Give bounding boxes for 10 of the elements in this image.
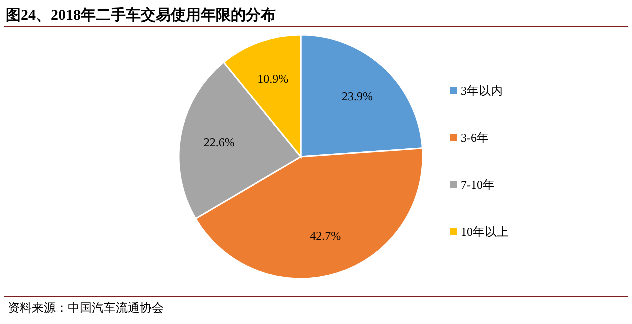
data-label: 22.6% [204, 135, 235, 150]
legend-label: 10年以上 [461, 225, 509, 239]
text: 资料来源：中国汽车流通协会 [8, 301, 164, 315]
data-label: 10.9% [258, 72, 289, 86]
legend-label: 3年以内 [461, 84, 503, 98]
title: 图24、2018年二手车交易使用年限的分布 [6, 8, 276, 24]
legend-label: 3-6年 [461, 131, 489, 145]
data-label: 23.9% [342, 89, 374, 104]
data-label: 42.7% [310, 229, 342, 244]
legend-label: 7-10年 [461, 178, 495, 192]
